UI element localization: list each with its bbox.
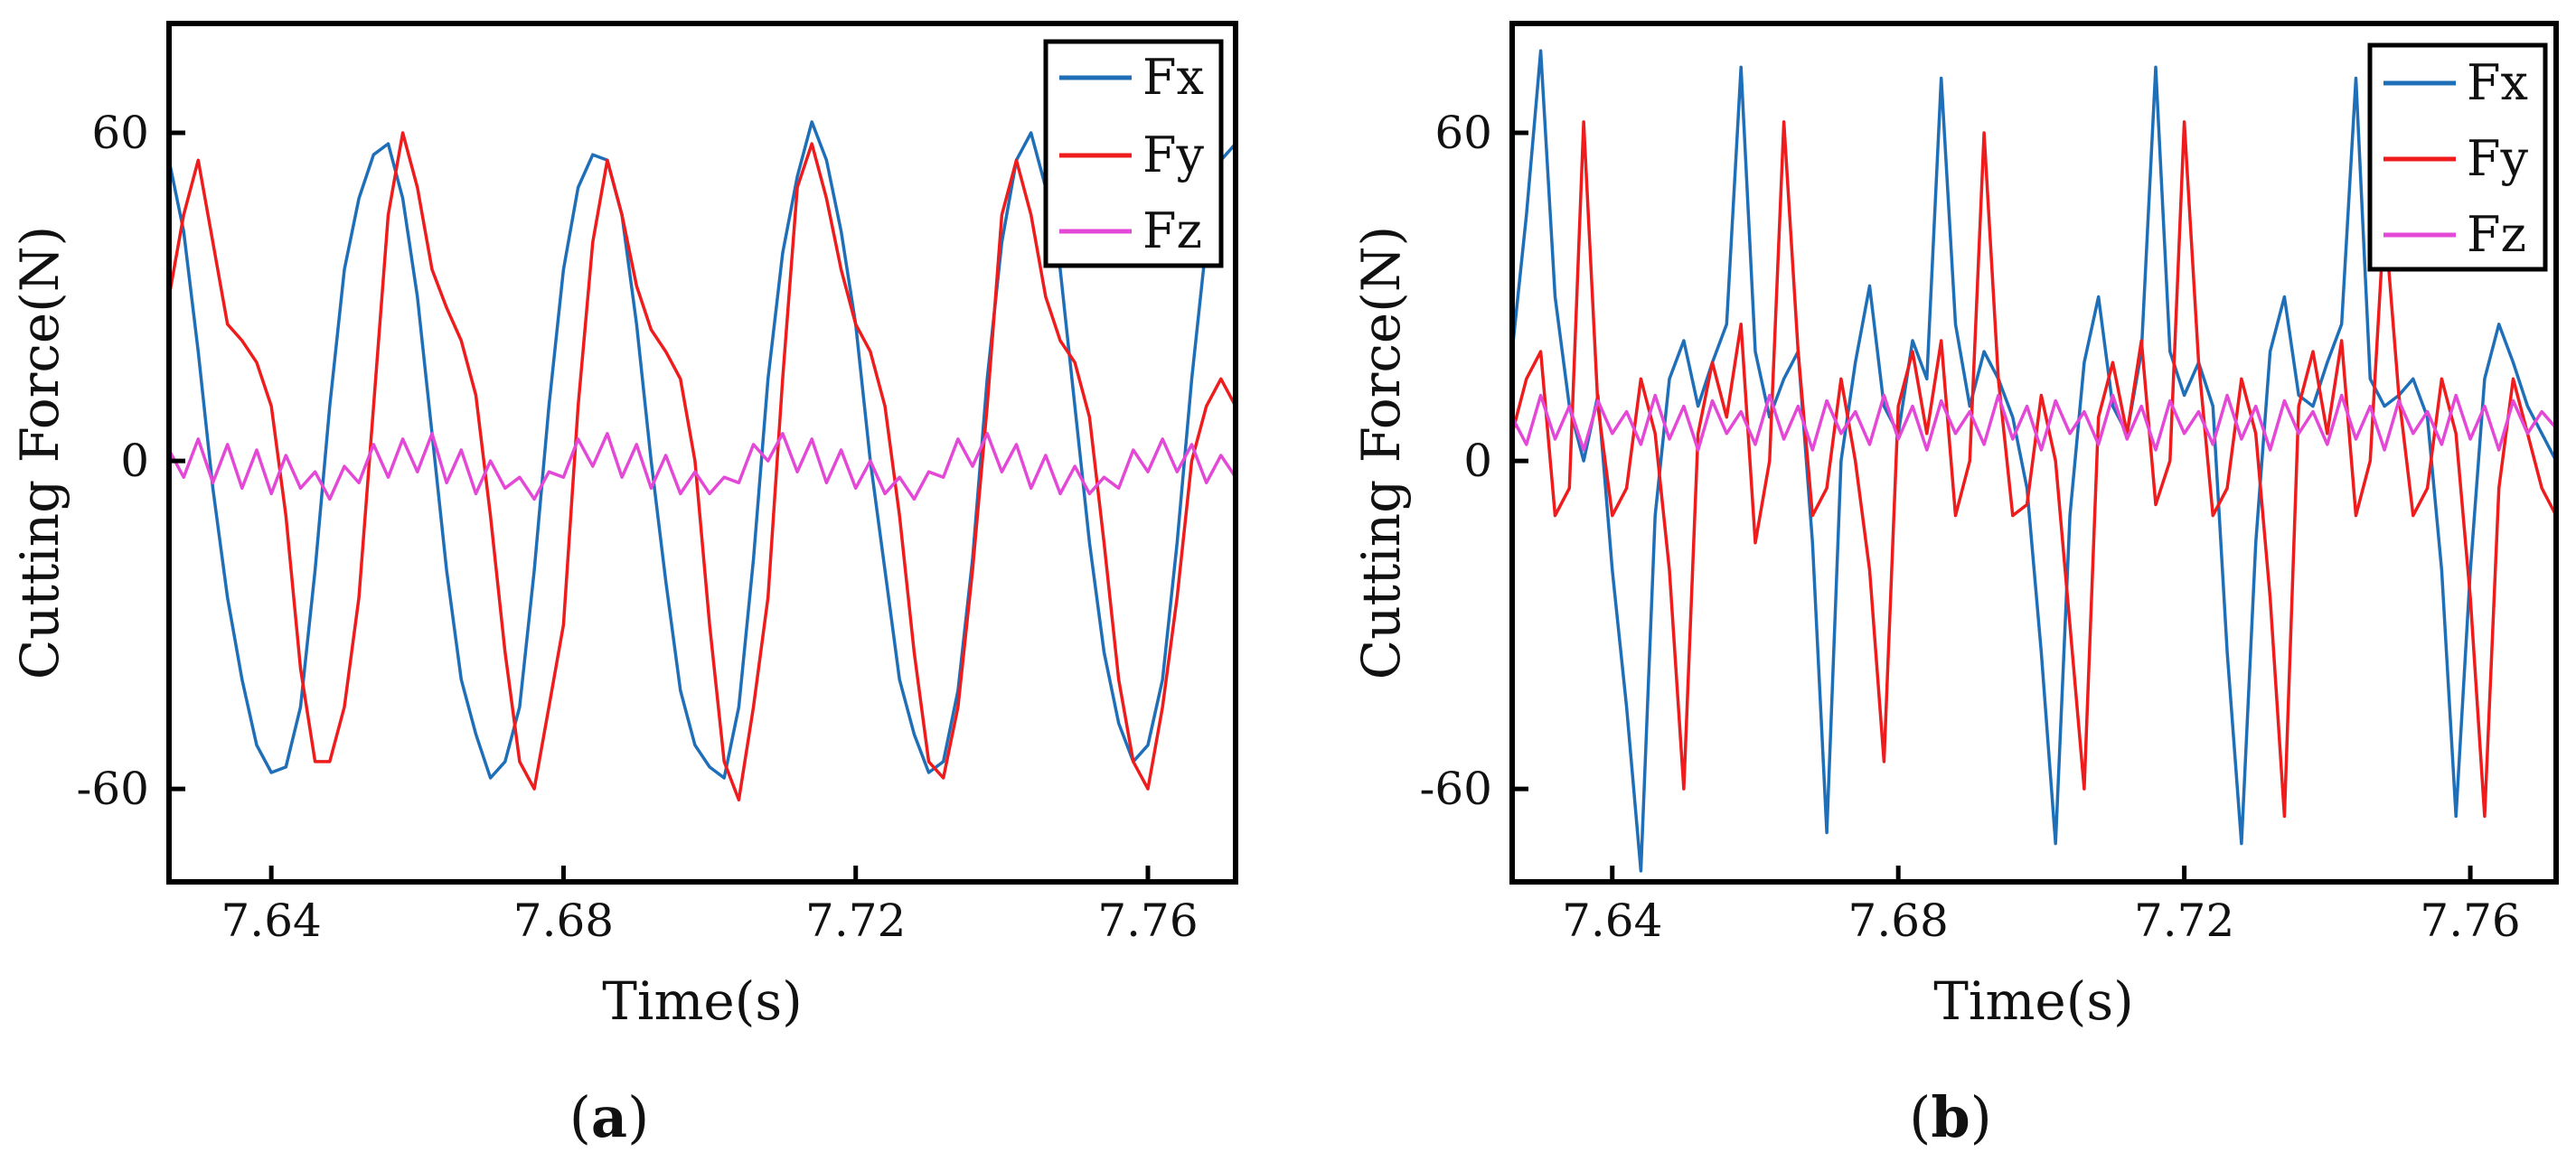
panel-label-b: (b) <box>1909 1084 1992 1150</box>
legend-label-fy-b: Fy <box>2467 130 2528 187</box>
y-tick-label-a-1: 0 <box>120 435 149 487</box>
legend-label-fz-a: Fz <box>1142 202 1202 259</box>
plot-frame-a <box>166 21 1238 885</box>
x-tick-label-a-0: 7.64 <box>221 895 321 947</box>
panel-label-letter-a: a <box>591 1084 627 1150</box>
legend-label-fy-a: Fy <box>1142 126 1204 183</box>
series-line-fz-a <box>169 432 1236 501</box>
legend-label-fz-b: Fz <box>2467 206 2526 263</box>
series-line-fy-a <box>169 131 1236 801</box>
panel-label-open-b: ( <box>1909 1084 1931 1150</box>
x-tick-label-b-0: 7.64 <box>1562 895 1662 947</box>
legend-label-fx-b: Fx <box>2467 54 2528 111</box>
y-axis-title-b: Cutting Force(N) <box>1350 226 1412 679</box>
panel-label-close-b: ) <box>1970 1084 1992 1150</box>
y-tick-label-a-2: -60 <box>76 763 149 815</box>
legend-a: Fx Fy Fz <box>1043 39 1224 268</box>
x-tick-label-b-2: 7.72 <box>2134 895 2234 947</box>
y-tick-label-b-1: 0 <box>1463 435 1492 487</box>
series-line-fz-b <box>1512 393 2556 452</box>
x-tick-label-b-3: 7.76 <box>2420 895 2520 947</box>
x-tick-label-b-1: 7.68 <box>1848 895 1949 947</box>
y-tick-label-b-0: 60 <box>1434 107 1492 159</box>
tick-layer-b: 7.64 7.68 7.72 7.76 60 0 -60 <box>1419 107 2520 947</box>
series-line-fx-b <box>1512 49 2556 873</box>
panel-label-open-a: ( <box>569 1084 591 1150</box>
panel-label-close-a: ) <box>627 1084 649 1150</box>
x-tick-label-a-3: 7.76 <box>1097 895 1198 947</box>
legend-label-fx-a: Fx <box>1142 49 1204 106</box>
chart-panel-a: 7.64 7.68 7.72 7.76 60 0 -60 Time(s) Cutting F… <box>9 21 1238 1150</box>
y-tick-label-b-2: -60 <box>1419 763 1492 815</box>
tick-layer-a: 7.64 7.68 7.72 7.76 60 0 -60 <box>76 107 1198 947</box>
x-axis-title-b: Time(s) <box>1933 970 2134 1032</box>
y-axis-title-a: Cutting Force(N) <box>9 226 71 679</box>
panel-label-letter-b: b <box>1931 1084 1970 1150</box>
x-tick-label-a-2: 7.72 <box>805 895 906 947</box>
y-tick-label-a-0: 60 <box>91 107 149 159</box>
chart-panel-b: 7.64 7.68 7.72 7.76 60 0 -60 Time(s) Cutting F… <box>1350 21 2559 1150</box>
x-axis-title-a: Time(s) <box>602 970 803 1032</box>
legend-b: Fx Fy Fz <box>2367 42 2548 272</box>
panel-label-a: (a) <box>569 1084 650 1150</box>
plot-frame-b <box>1509 21 2559 885</box>
x-tick-label-a-1: 7.68 <box>513 895 614 947</box>
